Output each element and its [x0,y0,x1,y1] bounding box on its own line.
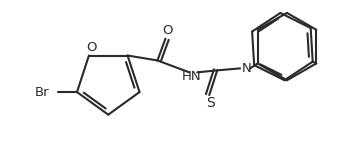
Text: Br: Br [35,86,49,99]
Text: N: N [242,62,252,75]
Text: HN: HN [182,70,201,83]
Text: S: S [206,96,215,110]
Text: O: O [87,41,97,54]
Text: O: O [162,24,173,37]
